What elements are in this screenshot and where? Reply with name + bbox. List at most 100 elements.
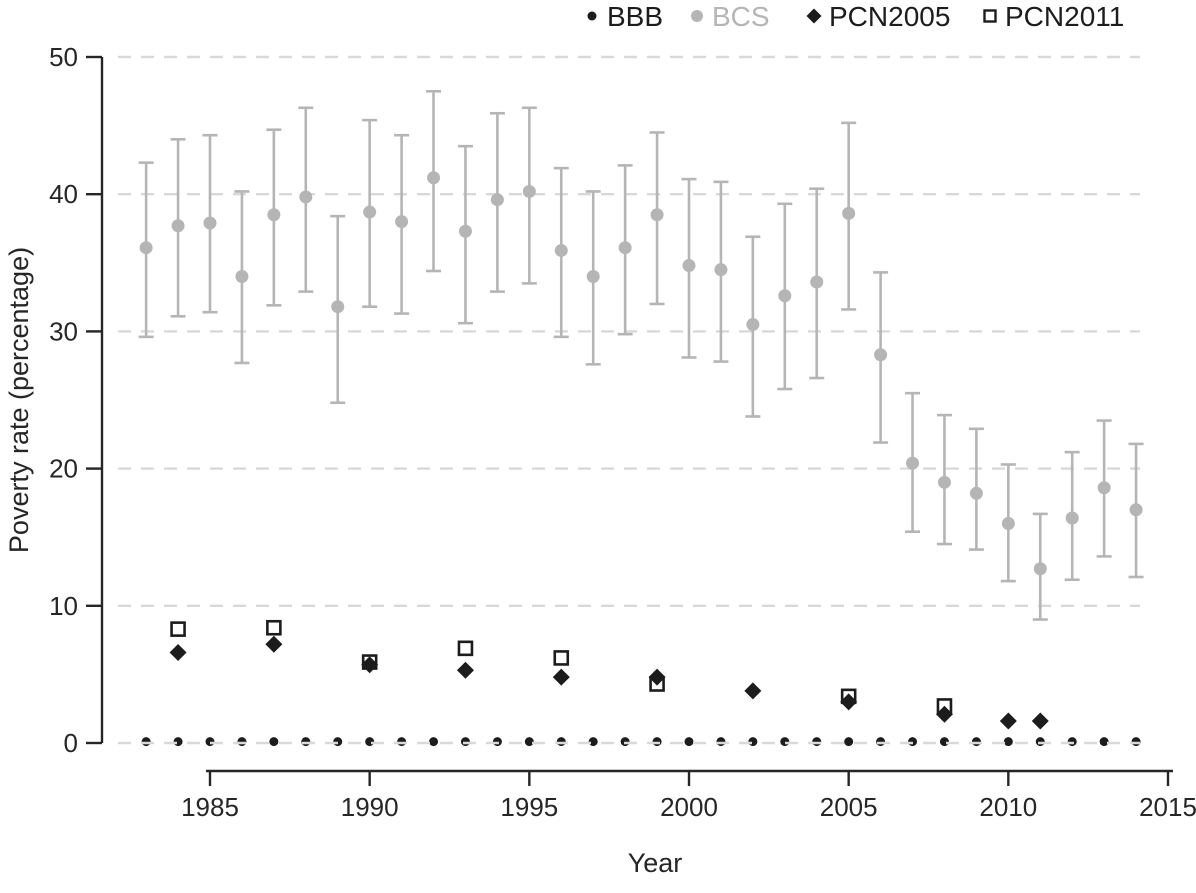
bcs-point [714, 263, 728, 277]
bbb-point [397, 737, 407, 747]
bbb-point [939, 737, 949, 747]
y-tick-label: 30 [49, 316, 78, 346]
bcs-point [427, 171, 441, 185]
bbb-point [1099, 737, 1109, 747]
bcs-point [171, 219, 185, 233]
x-tick-label: 2010 [979, 792, 1037, 822]
pcn2011-series-layer [170, 619, 953, 714]
pcn2005-point [456, 661, 474, 679]
bcs-point [1065, 511, 1079, 525]
y-axis-title: Poverty rate (percentage) [4, 247, 34, 553]
bcs-point [682, 259, 696, 273]
bcs-point [522, 184, 536, 198]
axes-layer: 0 10 20 30 40 50 1985 1990 1995 2000 2005 2010 2015 [49, 42, 1196, 822]
x-tick-label: 1985 [181, 792, 239, 822]
bbb-point [301, 737, 311, 747]
pcn2005-series-layer [169, 635, 1049, 730]
bbb-point [908, 737, 918, 747]
bbb-series-layer [141, 737, 1141, 747]
bcs-point [937, 475, 951, 489]
legend-item-label: BCS [712, 1, 770, 32]
bbb-point [1035, 737, 1045, 747]
bcs-point [969, 486, 983, 500]
pcn2011-point [266, 619, 282, 636]
x-tick-label: 1990 [341, 792, 399, 822]
bbb-point [205, 737, 215, 747]
bcs-series-layer [138, 90, 1144, 621]
legend-bcs-dot-icon [691, 10, 703, 22]
bcs-point [874, 348, 888, 362]
pcn2005-point [840, 693, 858, 711]
pcn2005-point [648, 668, 666, 686]
bbb-point [365, 737, 375, 747]
pcn2011-point [553, 650, 570, 666]
bcs-point [778, 289, 792, 303]
bbb-point [971, 737, 981, 747]
bcs-point [618, 241, 632, 255]
bcs-point [331, 300, 345, 314]
bcs-point [235, 270, 249, 284]
bcs-point [1033, 562, 1047, 576]
x-tick-label: 2015 [1139, 792, 1196, 822]
bbb-point [652, 737, 662, 747]
bcs-point [586, 270, 600, 284]
bbb-point [460, 737, 470, 747]
bbb-point [1067, 737, 1077, 747]
legend-item-label: BBB [607, 1, 663, 32]
bcs-point [395, 215, 409, 229]
bbb-point [524, 737, 534, 747]
bcs-point [554, 243, 568, 257]
bbb-point [492, 737, 502, 747]
y-tick-label: 50 [49, 42, 78, 72]
x-tick-label: 2000 [660, 792, 718, 822]
bcs-point [810, 275, 824, 289]
pcn2005-point [935, 705, 953, 723]
bcs-point [650, 208, 664, 222]
y-tick-label: 40 [49, 179, 78, 209]
bcs-point [363, 205, 377, 219]
bbb-point [684, 737, 694, 747]
bbb-point [588, 737, 598, 747]
bcs-point [1001, 516, 1015, 530]
x-axis-title: Year [628, 848, 683, 878]
legend-item-label: PCN2011 [1005, 1, 1124, 32]
pcn2011-point [457, 640, 474, 657]
gridlines-layer [118, 55, 1140, 607]
pcn2005-point [1031, 712, 1049, 730]
bcs-point [458, 224, 472, 238]
bbb-point [780, 737, 790, 747]
bbb-point [876, 737, 886, 747]
bcs-point [267, 208, 281, 222]
bcs-point [1097, 481, 1111, 495]
legend-diamond-icon [806, 8, 822, 24]
x-tick-label: 2005 [820, 792, 878, 822]
bcs-point [906, 456, 920, 470]
bcs-point [746, 318, 760, 332]
pcn2005-point [999, 712, 1017, 730]
y-tick-label: 0 [64, 728, 78, 758]
bbb-point [1003, 737, 1013, 747]
bbb-point [748, 737, 758, 747]
legend-layer: BBB BCS PCN2005 PCN2011 [587, 1, 1124, 32]
legend-square-icon [983, 9, 997, 23]
pcn2005-point [552, 668, 570, 686]
bbb-point [1131, 737, 1141, 747]
pcn2005-point [361, 656, 379, 674]
bbb-point [173, 737, 183, 747]
bbb-point [812, 737, 822, 747]
bbb-point [429, 737, 439, 747]
bcs-point [490, 193, 504, 207]
bbb-point [269, 737, 279, 747]
y-tick-label: 20 [49, 454, 78, 484]
legend-item-label: PCN2005 [829, 1, 950, 32]
pcn2005-point [265, 635, 283, 653]
bbb-point [844, 737, 854, 747]
bcs-point [1129, 503, 1143, 517]
y-tick-label: 10 [49, 591, 78, 621]
bbb-point [333, 737, 343, 747]
bbb-point [141, 737, 151, 747]
pcn2005-point [169, 643, 187, 661]
bbb-point [620, 737, 630, 747]
